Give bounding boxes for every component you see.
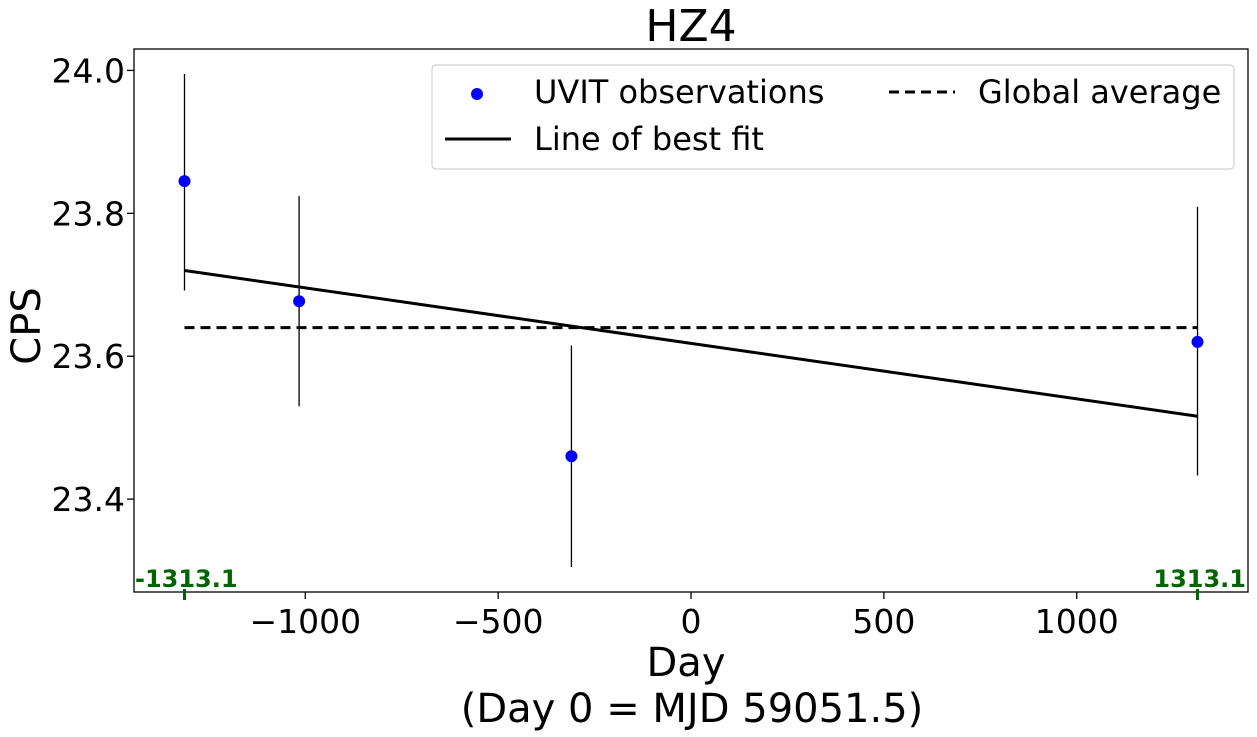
day-marker-label: -1313.1 — [135, 565, 238, 593]
legend-label-bestfit: Line of best fit — [534, 120, 764, 158]
x-tick-label: −1000 — [249, 602, 361, 641]
best-fit-line — [184, 269, 1198, 418]
legend-marker-uvit — [471, 88, 483, 100]
x-tick-label: 500 — [852, 602, 915, 641]
y-tick-label: 23.8 — [52, 194, 125, 233]
plot-area — [178, 74, 1204, 567]
y-axis-label: CPS — [4, 287, 50, 364]
chart-title: HZ4 — [645, 1, 736, 52]
data-point — [565, 450, 578, 463]
x-tick-label: 1000 — [1035, 602, 1119, 641]
y-tick-label: 24.0 — [52, 51, 125, 90]
x-axis-note: (Day 0 = MJD 59051.5) — [461, 686, 924, 732]
data-point — [293, 295, 306, 308]
day-markers: -1313.1 1313.1 — [135, 565, 1246, 600]
y-axis: 23.4 23.6 23.8 24.0 — [52, 51, 134, 519]
x-tick-label: 0 — [681, 602, 702, 641]
data-point — [178, 175, 191, 188]
legend-box — [431, 64, 1235, 170]
legend: UVIT observations Line of best fit Globa… — [431, 64, 1235, 170]
legend-label-uvit: UVIT observations — [534, 73, 824, 111]
y-tick-label: 23.4 — [52, 480, 125, 519]
legend-label-average: Global average — [978, 73, 1221, 111]
x-axis-label: Day — [647, 640, 726, 686]
data-point — [1191, 335, 1204, 348]
x-tick-label: −500 — [453, 602, 544, 641]
day-marker-label: 1313.1 — [1153, 565, 1246, 593]
y-tick-label: 23.6 — [52, 337, 125, 376]
x-axis: −1000 −500 0 500 1000 — [249, 592, 1119, 641]
